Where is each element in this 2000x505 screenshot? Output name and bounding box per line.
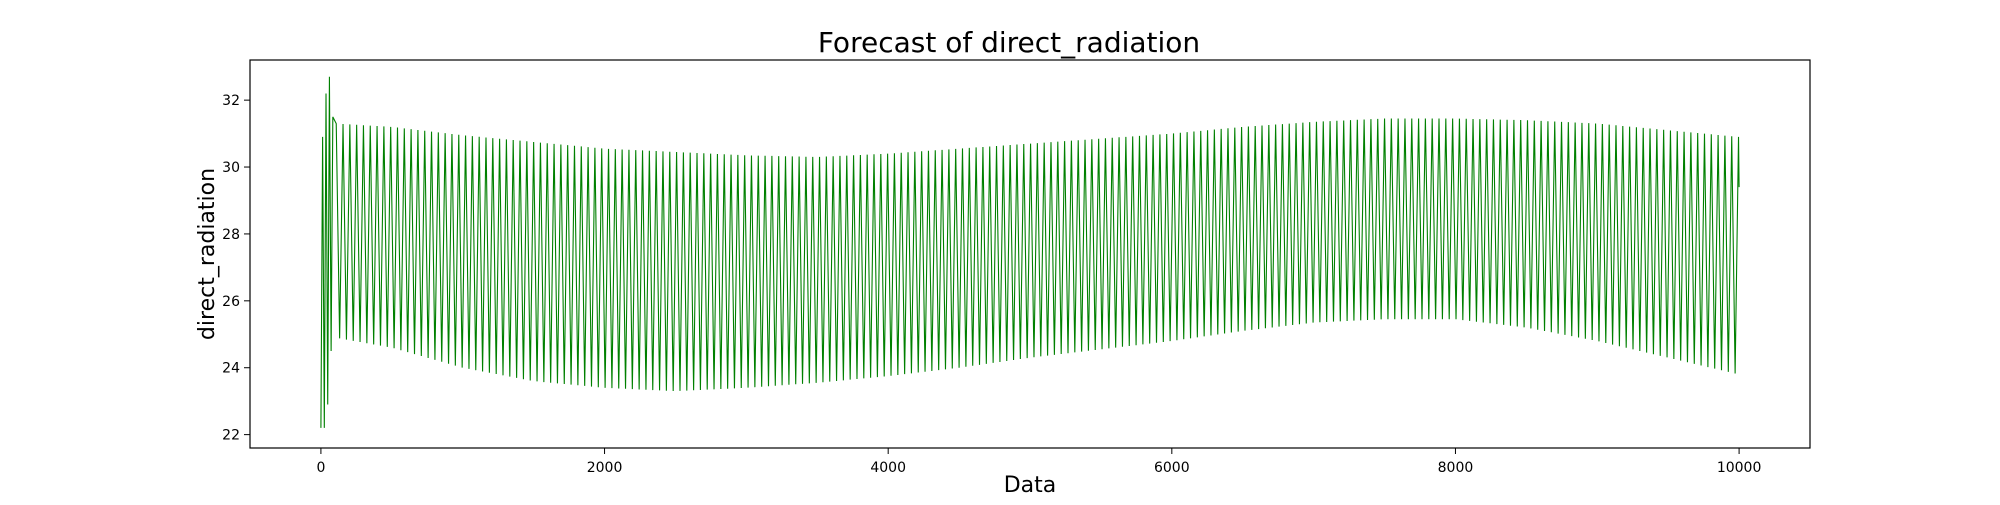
x-tick-label: 4000 — [870, 460, 906, 476]
y-tick-label: 22 — [222, 428, 240, 444]
x-tick-label: 10000 — [1717, 460, 1762, 476]
x-axis-label: Data — [1004, 473, 1057, 498]
forecast-series-line — [320, 76, 1740, 428]
plot-frame — [249, 59, 1811, 449]
chart-title: Forecast of direct_radiation — [818, 26, 1200, 59]
x-tick-label: 8000 — [1438, 460, 1474, 476]
y-tick-label: 32 — [222, 93, 240, 109]
y-axis: 22 24 26 28 30 32 — [222, 93, 250, 444]
y-axis-label: direct_radiation — [195, 168, 220, 340]
plot-area — [320, 76, 1740, 428]
x-tick-label: 2000 — [587, 460, 623, 476]
y-tick-label: 28 — [222, 227, 240, 243]
x-axis: 0 2000 4000 6000 8000 10000 — [316, 448, 1761, 476]
x-tick-label: 6000 — [1154, 460, 1190, 476]
x-tick-label: 0 — [316, 460, 325, 476]
y-tick-label: 24 — [222, 361, 240, 377]
y-tick-label: 26 — [222, 294, 240, 310]
y-tick-label: 30 — [222, 160, 240, 176]
